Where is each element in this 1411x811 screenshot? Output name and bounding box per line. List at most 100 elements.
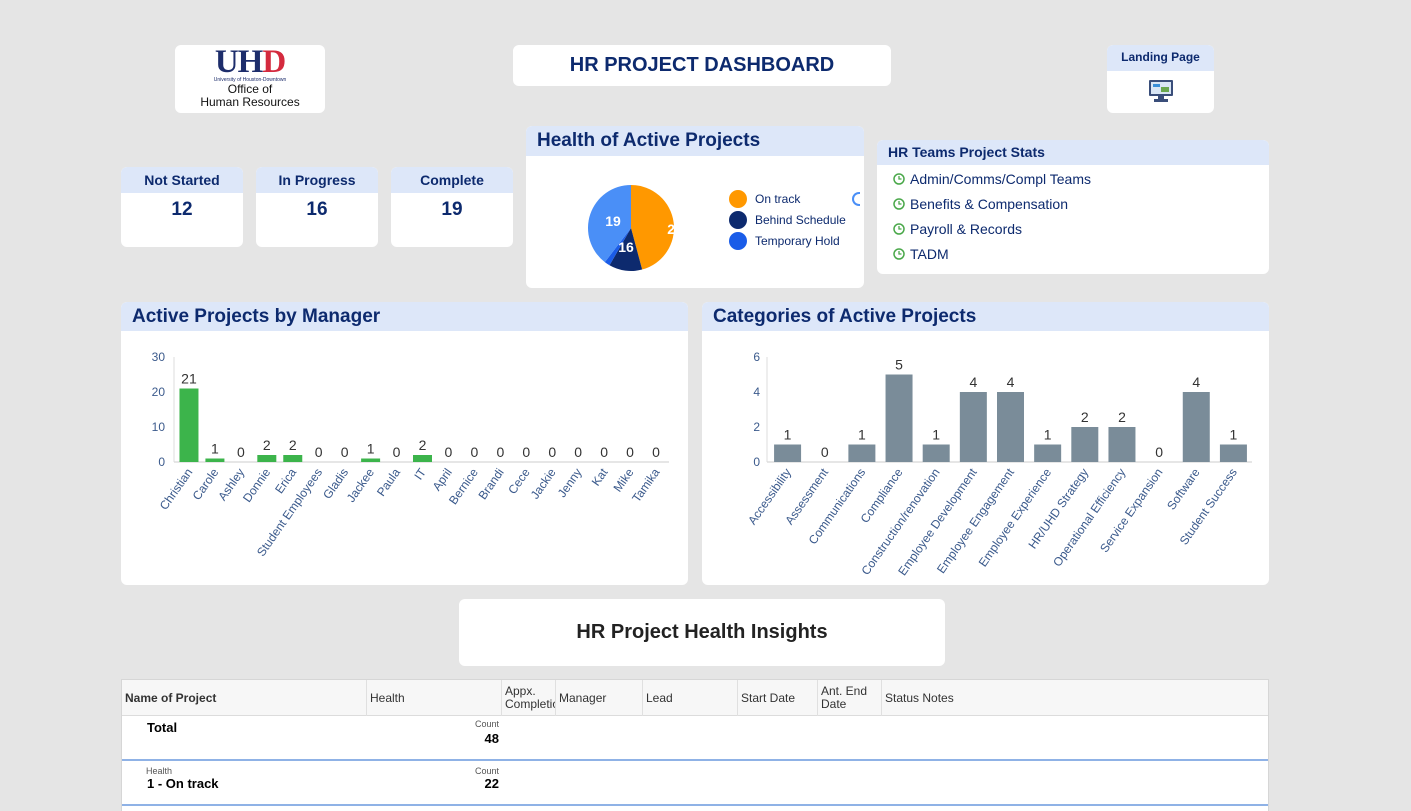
data-label: 0 [600,444,608,460]
manager-bar-chart: 010203021Christian1Carole0Ashley2Donnie2… [152,350,669,559]
bar[interactable] [205,458,225,463]
university-name: University of Houston-Downtown [213,77,287,83]
data-label: 21 [181,371,197,387]
data-label: 1 [932,427,940,443]
x-tick-label: Kat [589,465,611,488]
pie-slice[interactable] [609,228,643,271]
legend-item-temporary-hold[interactable]: Temporary Hold [729,230,846,251]
bar[interactable] [1071,427,1099,462]
active-projects-by-manager-card: Active Projects by Manager 0 10 20 30 21 Chri… [121,302,688,585]
landing-page-button[interactable]: Landing Page [1107,45,1214,113]
bar[interactable] [885,374,913,463]
bar[interactable] [413,455,432,462]
row-name: Total [147,720,178,735]
stat-label: In Progress [256,167,378,193]
bar[interactable] [1034,444,1062,463]
team-item-tadm[interactable]: TADM [877,241,1269,266]
data-label: 1 [1230,427,1238,443]
health-legend: On track Behind Schedule Temporary Hold [729,188,846,251]
data-label: 0 [652,444,660,460]
data-label: 1 [1044,427,1052,443]
col-appx-completion[interactable]: Appx. Completion [502,680,556,716]
bar[interactable] [257,455,277,462]
x-tick-label: Donnie [240,465,273,504]
data-label: 0 [445,444,453,460]
health-insights-title: HR Project Health Insights [459,599,945,666]
y-tick-label: 4 [753,385,760,399]
stat-in-progress: In Progress 16 [256,167,378,247]
data-label: 2 [289,437,297,453]
bar[interactable] [922,444,950,463]
data-label: 2 [419,437,427,453]
bar[interactable] [774,444,802,463]
bar[interactable] [1182,392,1210,462]
page-title: HR PROJECT DASHBOARD [513,45,891,86]
bar[interactable] [361,458,381,463]
categories-of-active-projects-card: Categories of Active Projects 0 2 4 6 1 Acces… [702,302,1269,585]
x-tick-label: Operational Efficiency [1050,466,1128,569]
table-row-on-track[interactable]: Health 1 - On track Count 22 [122,761,1268,806]
bar[interactable] [179,388,199,463]
stat-complete: Complete 19 [391,167,513,247]
row-count-label: Count [474,766,499,776]
pie-slice[interactable] [604,228,631,266]
x-tick-label: Brandi [475,466,506,502]
row-count: 48 [484,731,499,746]
data-label: 0 [574,444,582,460]
health-pie-chart: 22 16 19 [588,185,683,271]
pie-label: 16 [618,239,634,255]
data-label: 0 [315,444,323,460]
team-item-admin[interactable]: Admin/Comms/Compl Teams [877,166,1269,191]
stat-label: Complete [391,167,513,193]
col-health[interactable]: Health [367,680,502,716]
pie-label: 19 [605,213,621,229]
bar[interactable] [1108,427,1136,462]
stat-value: 19 [441,199,463,220]
pie-slice[interactable] [631,185,674,270]
col-status-notes[interactable]: Status Notes [885,690,954,705]
table-row-total[interactable]: Total Count 48 [122,716,1268,761]
data-label: 2 [1118,409,1126,425]
y-tick-label: 20 [152,385,166,399]
col-ant-end-date[interactable]: Ant. End Date [818,680,882,716]
pie-slice[interactable] [588,185,631,263]
stat-not-started: Not Started 12 [121,167,243,247]
row-count: 22 [484,776,499,791]
bar[interactable] [997,392,1024,462]
category-chart-title: Categories of Active Projects [702,302,1269,331]
stat-value: 16 [306,199,328,220]
team-item-payroll[interactable]: Payroll & Records [877,216,1269,241]
team-item-benefits[interactable]: Benefits & Compensation [877,191,1269,216]
x-tick-label: Jackie [528,465,559,501]
data-label: 0 [393,444,401,460]
col-lead[interactable]: Lead [643,680,738,716]
monitor-icon [1148,80,1173,102]
landing-page-label: Landing Page [1107,45,1214,71]
clock-icon [893,222,905,235]
x-tick-label: Jackee [344,465,377,504]
y-tick-label: 0 [753,455,760,469]
data-label: 4 [1192,374,1200,390]
y-tick-label: 10 [152,420,166,434]
bar[interactable] [848,444,876,463]
x-tick-label: Jenny [555,466,585,500]
bar[interactable] [1219,444,1247,463]
data-label: 4 [1007,374,1015,390]
x-tick-label: Paula [374,465,403,498]
uhd-hr-logo: UHD University of Houston-Downtown Offic… [175,45,325,113]
legend-item-on-track[interactable]: On track [729,188,846,209]
legend-item-behind-schedule[interactable]: Behind Schedule [729,209,846,230]
project-health-table: Name of Project Health Appx. Completion … [121,679,1269,811]
data-label: 0 [1155,444,1163,460]
data-label: 2 [263,437,271,453]
health-of-active-projects-card: Health of Active Projects 22 16 19 On trac… [526,126,864,288]
col-manager[interactable]: Manager [556,680,643,716]
bar[interactable] [959,392,987,462]
data-label: 2 [1081,409,1089,425]
data-label: 1 [211,441,219,457]
bar[interactable] [283,455,303,462]
col-start-date[interactable]: Start Date [738,680,818,716]
data-label: 1 [784,427,792,443]
col-name-of-project[interactable]: Name of Project [122,680,367,716]
legend-overflow-dot [852,192,860,206]
